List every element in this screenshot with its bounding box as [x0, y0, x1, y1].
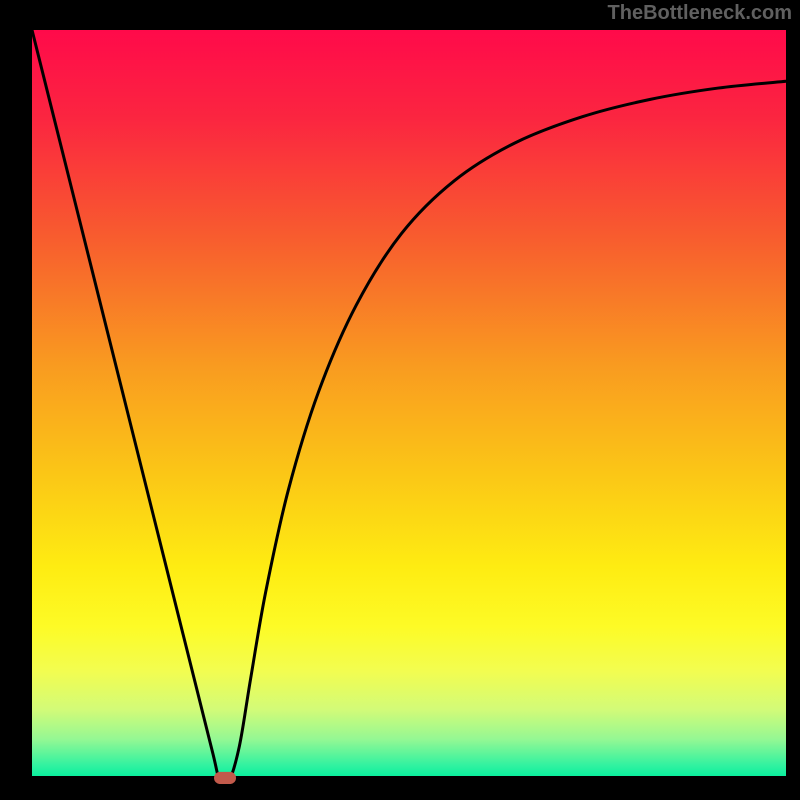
curve-path [32, 30, 786, 784]
plot-area [32, 30, 786, 776]
watermark-text: TheBottleneck.com [608, 2, 792, 25]
curve-layer [32, 30, 786, 784]
chart-container: { "watermark": { "text": "TheBottleneck.… [0, 0, 800, 800]
min-marker [214, 772, 236, 784]
